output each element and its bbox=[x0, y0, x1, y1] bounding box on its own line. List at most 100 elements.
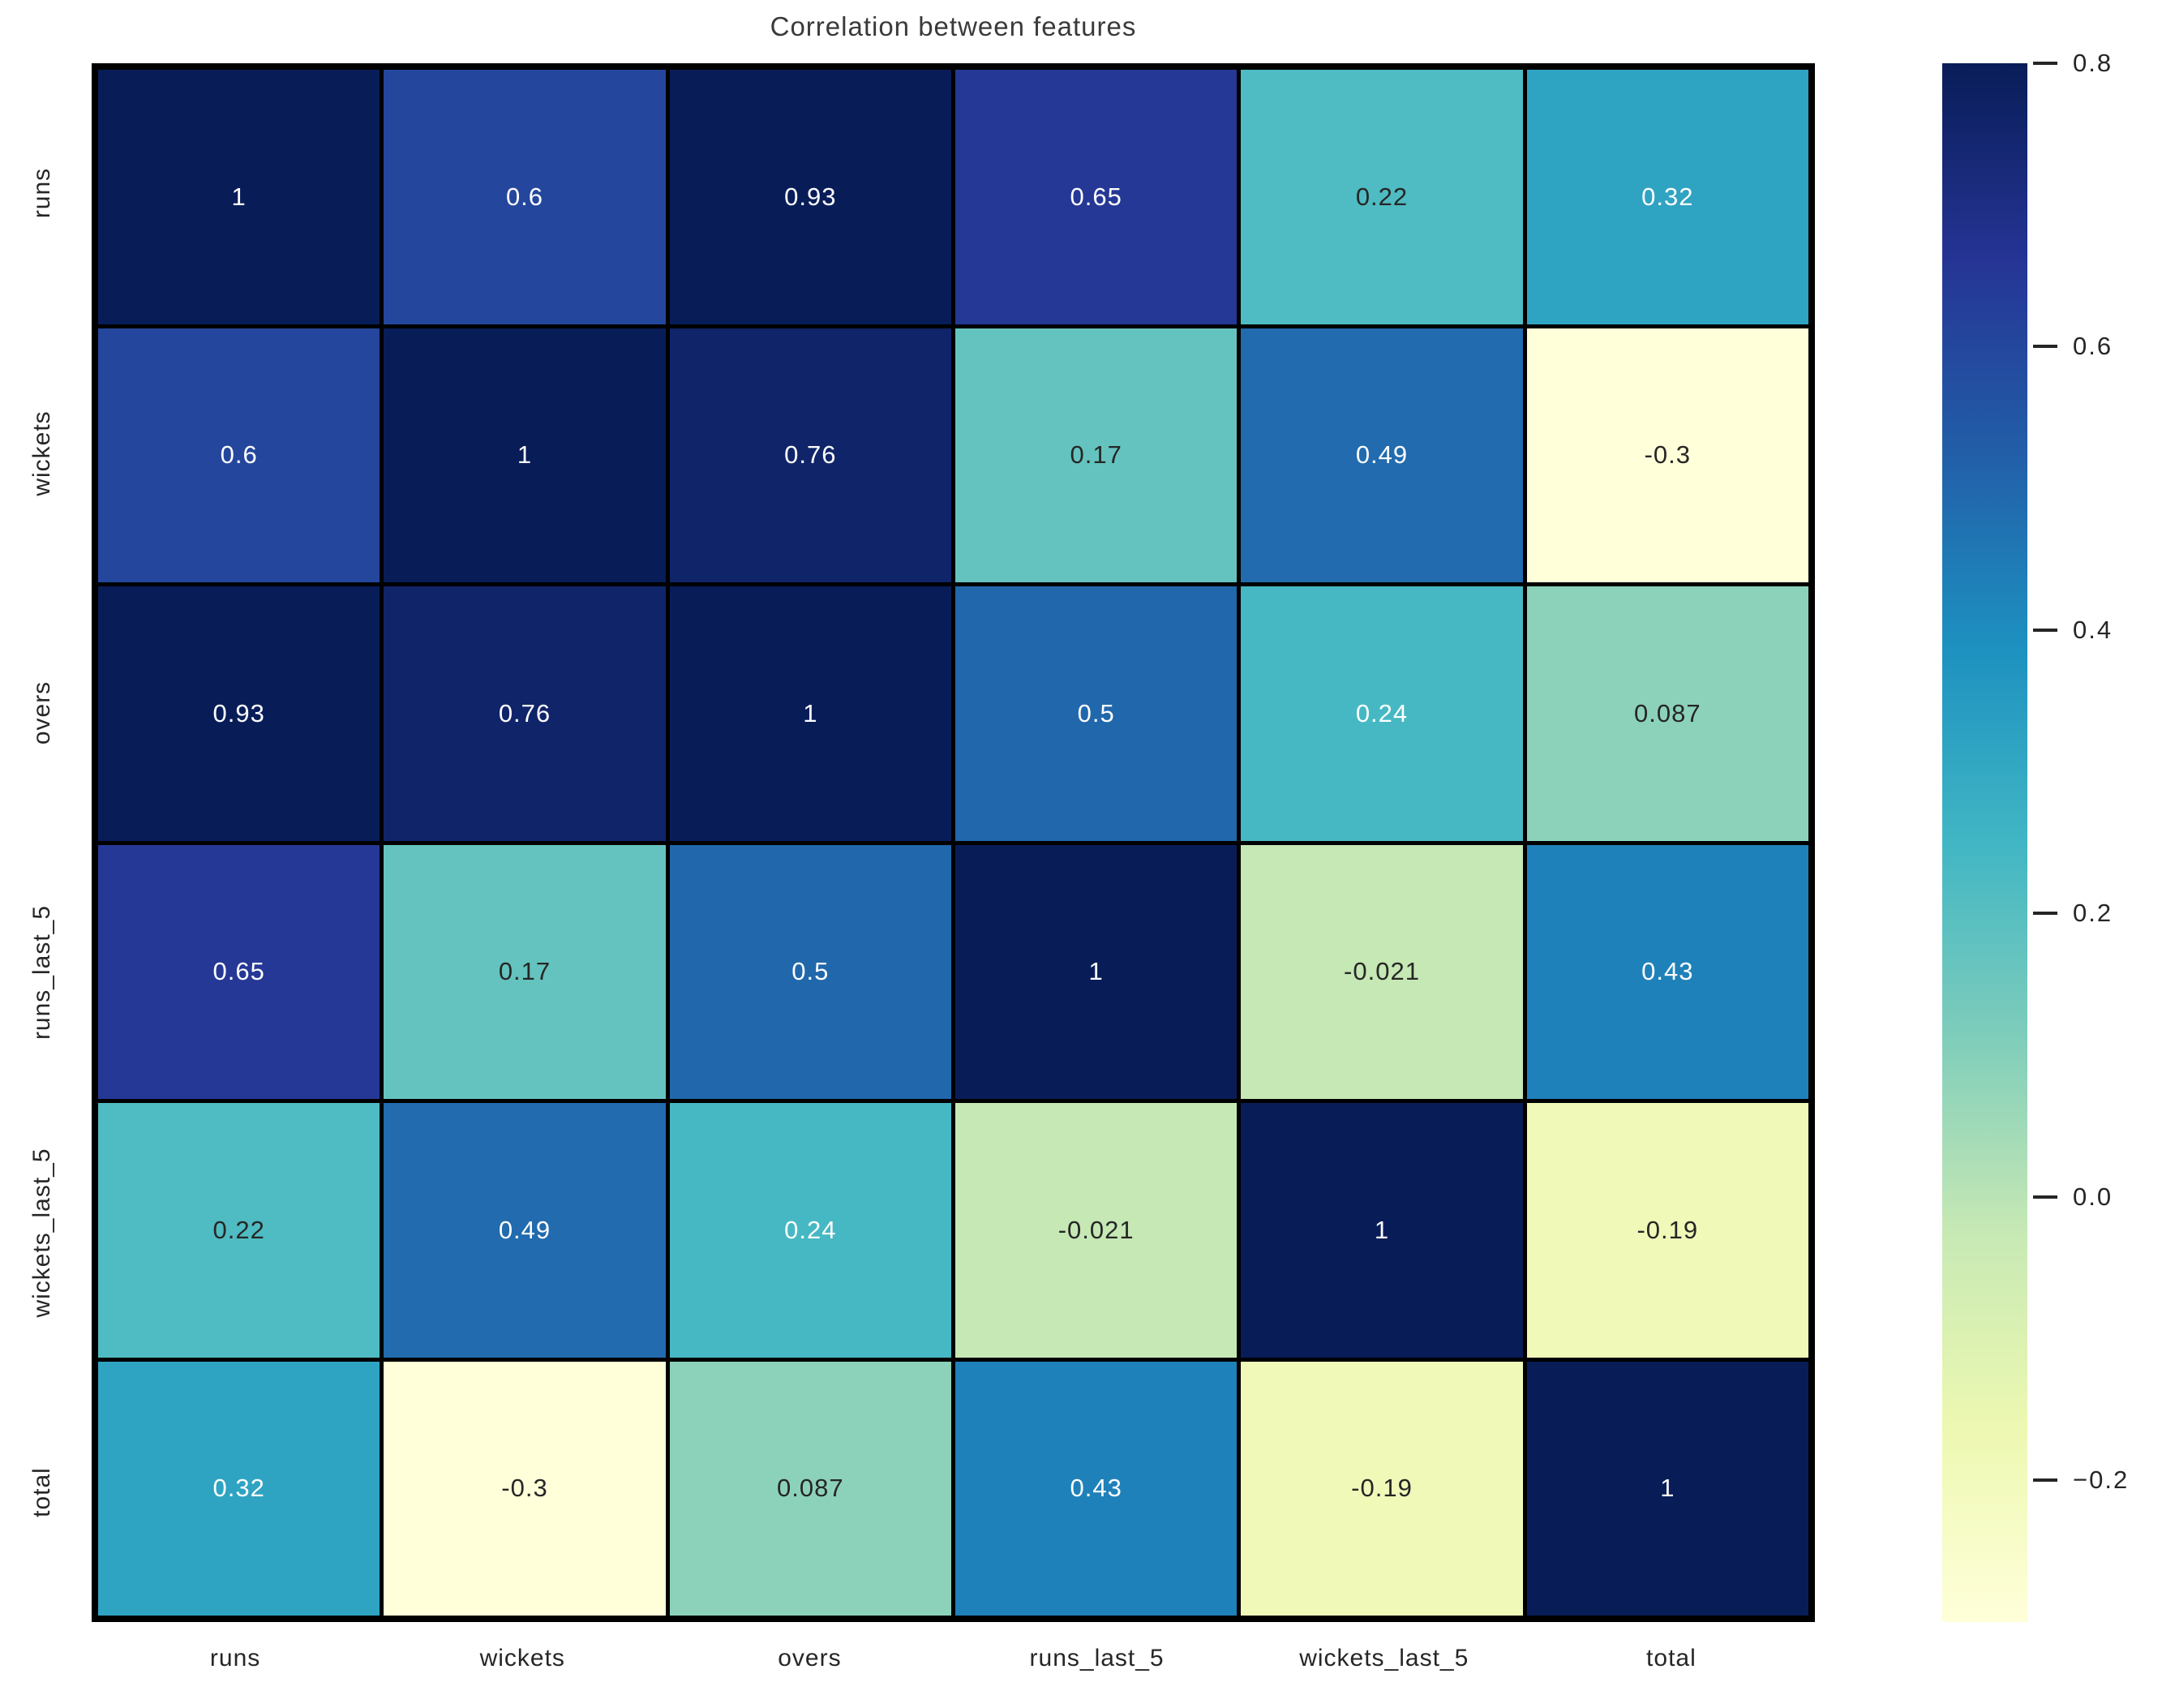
cell-annotation: 0.93 bbox=[784, 182, 837, 211]
heatmap-cell-overs-wickets: 0.76 bbox=[384, 586, 666, 841]
heatmap-cell-overs-runs_last_5: 0.5 bbox=[955, 586, 1238, 841]
heatmap-cell-total-overs: 0.087 bbox=[669, 1361, 951, 1616]
heatmap-cell-wickets-overs: 0.76 bbox=[669, 328, 951, 582]
heatmap-cell-total-wickets_last_5: -0.19 bbox=[1241, 1361, 1523, 1616]
cell-annotation: -0.021 bbox=[1057, 1215, 1135, 1244]
y-tick-label-runs_last_5: runs_last_5 bbox=[28, 905, 55, 1041]
colorbar-tick-label: 0.0 bbox=[2073, 1182, 2113, 1211]
heatmap-cell-overs-overs: 1 bbox=[669, 586, 951, 841]
x-tick-label-wickets: wickets bbox=[479, 1645, 565, 1672]
heatmap-cell-wickets_last_5-wickets_last_5: 1 bbox=[1241, 1103, 1523, 1358]
cell-annotation: -0.3 bbox=[501, 1474, 548, 1503]
cell-annotation: 0.65 bbox=[1070, 182, 1122, 211]
cell-annotation: 0.22 bbox=[212, 1215, 265, 1244]
y-tick-label-overs: overs bbox=[28, 680, 55, 745]
cell-annotation: 0.76 bbox=[498, 698, 551, 727]
heatmap-cell-runs_last_5-runs: 0.65 bbox=[98, 844, 380, 1099]
cell-annotation: 0.32 bbox=[1641, 182, 1694, 211]
cell-annotation: 1 bbox=[1374, 1215, 1390, 1244]
cell-annotation: 0.22 bbox=[1355, 182, 1409, 211]
cell-annotation: 0.087 bbox=[777, 1474, 844, 1503]
colorbar-tick-label: −0.2 bbox=[2073, 1466, 2130, 1495]
colorbar-gradient bbox=[1942, 63, 2027, 1622]
cell-annotation: 0.49 bbox=[498, 1215, 551, 1244]
colorbar-tick-label: 0.4 bbox=[2073, 615, 2113, 644]
cell-annotation: 0.6 bbox=[505, 182, 544, 211]
colorbar-tick-mark bbox=[2033, 1478, 2057, 1483]
heatmap-cell-wickets-runs: 0.6 bbox=[98, 328, 380, 582]
heatmap-cell-wickets_last_5-overs: 0.24 bbox=[669, 1103, 951, 1358]
heatmap-cell-runs-wickets_last_5: 0.22 bbox=[1241, 70, 1523, 324]
cell-annotation: 0.17 bbox=[498, 957, 551, 986]
cell-annotation: 1 bbox=[517, 440, 533, 470]
cell-annotation: 0.43 bbox=[1641, 957, 1694, 986]
y-tick-label-total: total bbox=[28, 1466, 55, 1517]
colorbar-tick-label: 0.8 bbox=[2073, 49, 2113, 77]
heatmap-cell-runs-wickets: 0.6 bbox=[384, 70, 666, 324]
heatmap-cell-runs_last_5-overs: 0.5 bbox=[669, 844, 951, 1099]
heatmap-cell-total-wickets: -0.3 bbox=[384, 1361, 666, 1616]
cell-annotation: 0.087 bbox=[1634, 698, 1701, 727]
heatmap-cell-wickets_last_5-runs_last_5: -0.021 bbox=[955, 1103, 1238, 1358]
colorbar-tick-mark bbox=[2033, 62, 2057, 65]
heatmap-cell-runs_last_5-total: 0.43 bbox=[1526, 844, 1808, 1099]
heatmap-cell-wickets-runs_last_5: 0.17 bbox=[955, 328, 1238, 582]
cell-annotation: 1 bbox=[1088, 957, 1104, 986]
heatmap-cell-total-runs_last_5: 0.43 bbox=[955, 1361, 1238, 1616]
heatmap-cell-runs-runs_last_5: 0.65 bbox=[955, 70, 1238, 324]
cell-annotation: 0.5 bbox=[1077, 698, 1115, 727]
colorbar-tick-mark bbox=[2033, 345, 2057, 349]
heatmap-cell-overs-total: 0.087 bbox=[1526, 586, 1808, 841]
cell-annotation: 1 bbox=[1660, 1474, 1675, 1503]
cell-annotation: 0.32 bbox=[212, 1474, 265, 1503]
cell-annotation: 0.65 bbox=[212, 957, 265, 986]
cell-annotation: 0.17 bbox=[1070, 440, 1122, 470]
heatmap-cell-overs-runs: 0.93 bbox=[98, 586, 380, 841]
heatmap-cell-runs_last_5-wickets: 0.17 bbox=[384, 844, 666, 1099]
heatmap-grid: 1 0.6 0.93 0.65 0.22 0.32 0.6 1 0.76 0.17 0.49 -0.3… bbox=[92, 63, 1815, 1622]
cell-annotation: 0.5 bbox=[791, 957, 830, 986]
colorbar-tick-label: 0.6 bbox=[2073, 332, 2113, 361]
y-tick-label-wickets_last_5: wickets_last_5 bbox=[28, 1147, 55, 1318]
cell-annotation: 0.49 bbox=[1355, 440, 1409, 470]
colorbar-tick-label: 0.2 bbox=[2073, 899, 2113, 928]
cell-annotation: 0.43 bbox=[1070, 1474, 1122, 1503]
x-tick-label-runs_last_5: runs_last_5 bbox=[1029, 1645, 1165, 1672]
heatmap-cell-wickets-wickets_last_5: 0.49 bbox=[1241, 328, 1523, 582]
y-tick-label-wickets: wickets bbox=[28, 410, 55, 496]
heatmap-cell-wickets_last_5-wickets: 0.49 bbox=[384, 1103, 666, 1358]
heatmap-cell-runs_last_5-runs_last_5: 1 bbox=[955, 844, 1238, 1099]
heatmap-cell-wickets-total: -0.3 bbox=[1526, 328, 1808, 582]
cell-annotation: -0.3 bbox=[1644, 440, 1692, 470]
x-tick-label-total: total bbox=[1646, 1645, 1697, 1672]
cell-annotation: -0.19 bbox=[1637, 1215, 1699, 1244]
colorbar-tick-mark bbox=[2033, 1195, 2057, 1199]
cell-annotation: 0.24 bbox=[784, 1215, 837, 1244]
heatmap-cell-runs-total: 0.32 bbox=[1526, 70, 1808, 324]
heatmap-cell-runs-overs: 0.93 bbox=[669, 70, 951, 324]
cell-annotation: 0.93 bbox=[212, 698, 265, 727]
heatmap-cell-wickets-wickets: 1 bbox=[384, 328, 666, 582]
colorbar bbox=[1942, 63, 2027, 1622]
y-tick-label-runs: runs bbox=[28, 167, 55, 219]
cell-annotation: 0.24 bbox=[1355, 698, 1409, 727]
cell-annotation: 1 bbox=[803, 698, 818, 727]
heatmap-cell-total-total: 1 bbox=[1526, 1361, 1808, 1616]
cell-annotation: 0.76 bbox=[784, 440, 837, 470]
chart-title: Correlation between features bbox=[770, 11, 1137, 41]
heatmap-cell-runs_last_5-wickets_last_5: -0.021 bbox=[1241, 844, 1523, 1099]
x-tick-label-runs: runs bbox=[209, 1645, 261, 1672]
heatmap-cell-wickets_last_5-total: -0.19 bbox=[1526, 1103, 1808, 1358]
x-tick-label-wickets_last_5: wickets_last_5 bbox=[1299, 1645, 1469, 1672]
cell-annotation: -0.19 bbox=[1351, 1474, 1413, 1503]
cell-annotation: -0.021 bbox=[1344, 957, 1420, 986]
colorbar-tick-mark bbox=[2033, 628, 2057, 632]
colorbar-tick-mark bbox=[2033, 912, 2057, 916]
cell-annotation: 1 bbox=[231, 182, 247, 211]
heatmap-cell-overs-wickets_last_5: 0.24 bbox=[1241, 586, 1523, 841]
x-tick-label-overs: overs bbox=[778, 1645, 842, 1672]
heatmap-cell-runs-runs: 1 bbox=[98, 70, 380, 324]
heatmap-cell-total-runs: 0.32 bbox=[98, 1361, 380, 1616]
cell-annotation: 0.6 bbox=[220, 440, 258, 470]
